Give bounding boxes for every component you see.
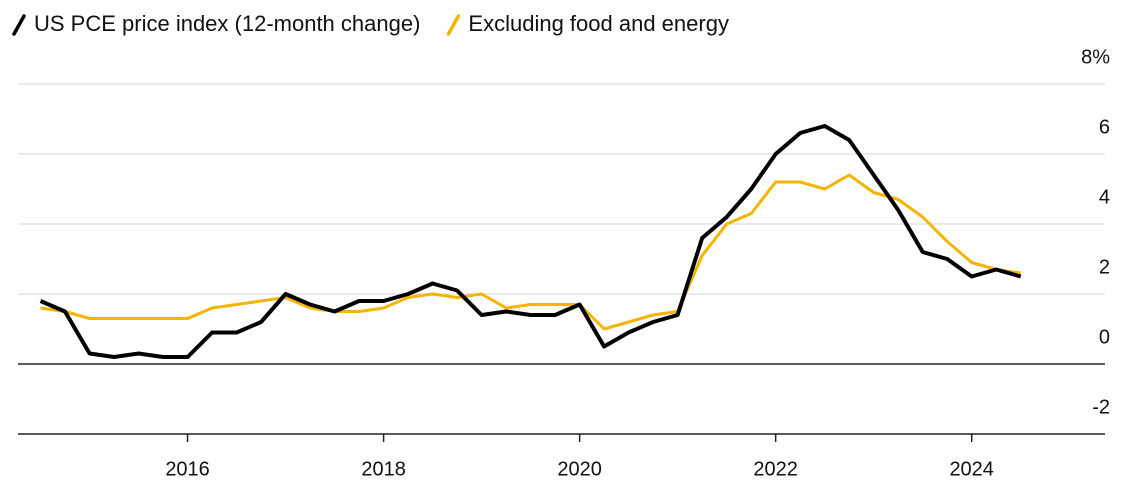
legend-label: Excluding food and energy (468, 11, 729, 36)
y-tick-label: 2 (1099, 256, 1110, 278)
legend-swatch (12, 14, 26, 36)
y-tick-label: -2 (1092, 396, 1110, 418)
legend-label: US PCE price index (12-month change) (34, 11, 420, 36)
x-tick-label: 2016 (165, 458, 210, 480)
series-line (39, 124, 1022, 359)
y-tick-label: 4 (1099, 186, 1110, 208)
series-line (40, 173, 1021, 331)
x-tick-label: 2020 (557, 458, 602, 480)
x-tick-label: 2022 (753, 458, 798, 480)
y-tick-label: 8% (1081, 46, 1110, 68)
x-tick-label: 2018 (361, 458, 406, 480)
x-tick-label: 2024 (949, 458, 994, 480)
y-tick-label: 6 (1099, 116, 1110, 138)
legend-swatch (446, 14, 461, 36)
y-tick-label: 0 (1099, 326, 1110, 348)
